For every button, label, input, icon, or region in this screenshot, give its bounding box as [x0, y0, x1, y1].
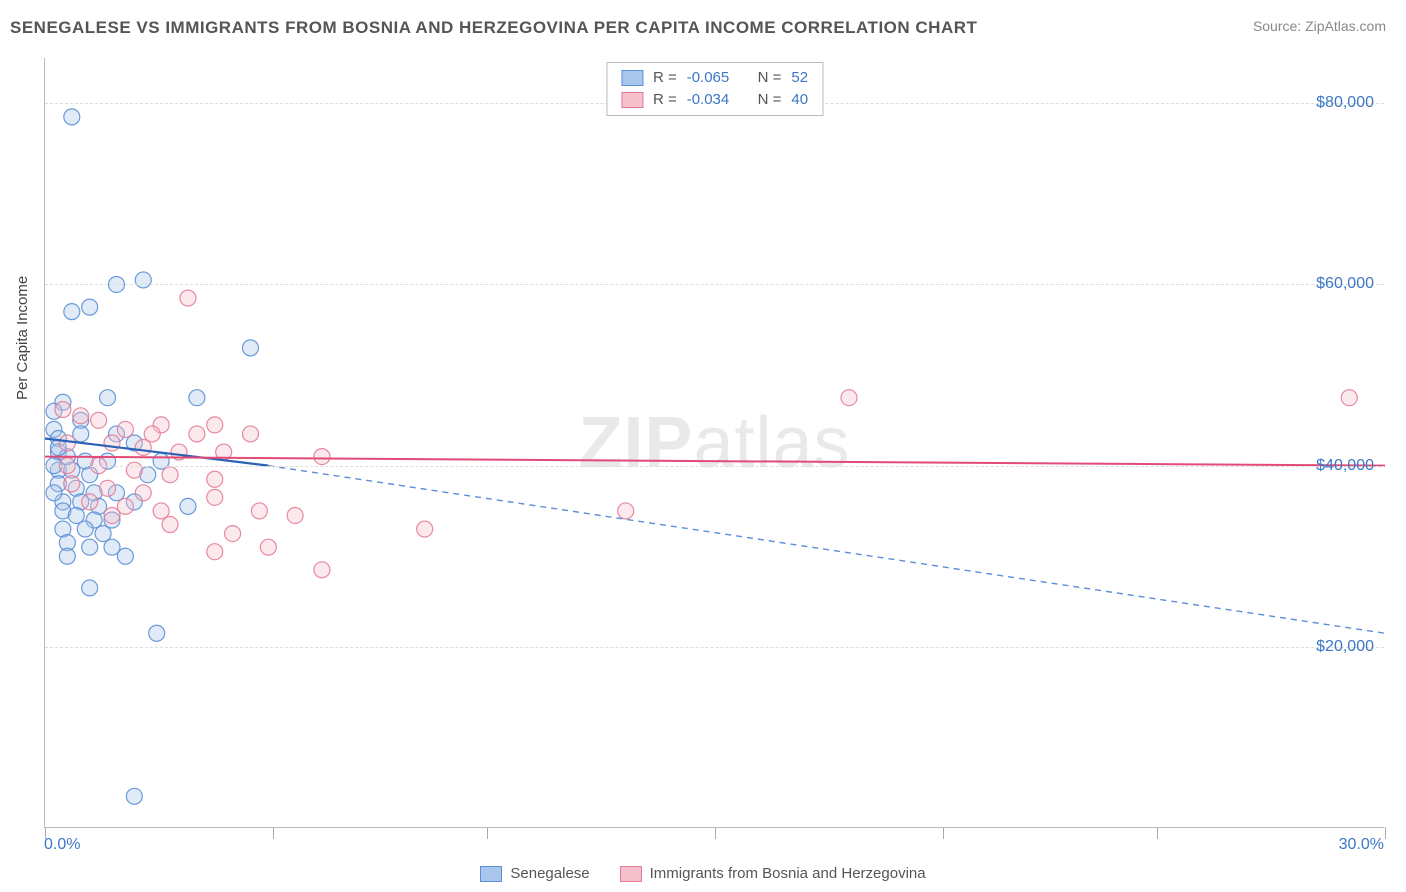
source-attribution: Source: ZipAtlas.com — [1253, 18, 1386, 34]
swatch-bosnia — [621, 92, 643, 108]
swatch-senegalese — [480, 866, 502, 882]
y-tick-label: $20,000 — [1316, 638, 1374, 656]
y-tick-label: $40,000 — [1316, 457, 1374, 475]
bottom-legend: Senegalese Immigrants from Bosnia and He… — [0, 865, 1406, 882]
y-tick-label: $60,000 — [1316, 275, 1374, 293]
scatter-chart — [45, 58, 1385, 828]
legend-item-bosnia: Immigrants from Bosnia and Herzegovina — [620, 865, 926, 882]
r-label: R = — [653, 89, 677, 111]
stats-row-bosnia: R = -0.034 N = 40 — [621, 89, 808, 111]
x-min-label: 0.0% — [44, 836, 80, 854]
chart-title: SENEGALESE VS IMMIGRANTS FROM BOSNIA AND… — [10, 18, 1396, 38]
y-axis-label: Per Capita Income — [14, 276, 31, 400]
legend-label-bosnia: Immigrants from Bosnia and Herzegovina — [650, 865, 926, 882]
r-value-bosnia: -0.034 — [687, 89, 730, 111]
n-value-bosnia: 40 — [791, 89, 808, 111]
swatch-bosnia — [620, 866, 642, 882]
stats-legend-box: R = -0.065 N = 52 R = -0.034 N = 40 — [606, 62, 823, 116]
legend-item-senegalese: Senegalese — [480, 865, 589, 882]
x-max-label: 30.0% — [1339, 836, 1384, 854]
n-value-senegalese: 52 — [791, 67, 808, 89]
n-label: N = — [758, 67, 782, 89]
stats-row-senegalese: R = -0.065 N = 52 — [621, 67, 808, 89]
n-label: N = — [758, 89, 782, 111]
r-label: R = — [653, 67, 677, 89]
r-value-senegalese: -0.065 — [687, 67, 730, 89]
y-tick-label: $80,000 — [1316, 94, 1374, 112]
plot-area: ZIPatlas R = -0.065 N = 52 R = -0.034 N … — [44, 58, 1384, 828]
source-label: Source: — [1253, 18, 1305, 34]
source-value: ZipAtlas.com — [1305, 18, 1386, 34]
legend-label-senegalese: Senegalese — [510, 865, 589, 882]
swatch-senegalese — [621, 70, 643, 86]
